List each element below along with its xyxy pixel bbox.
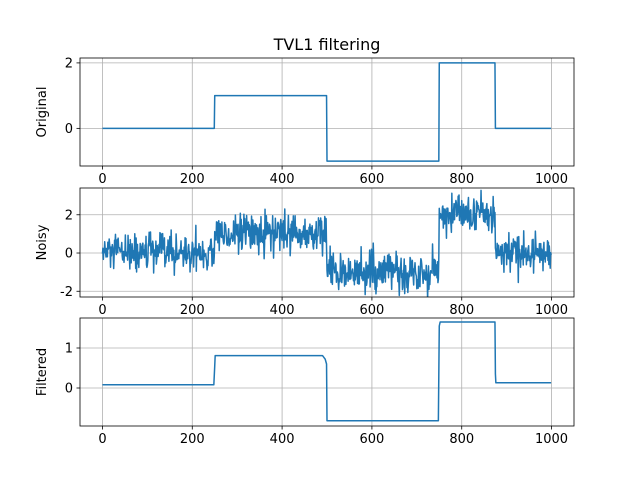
noisy-xtick-label: 600: [359, 303, 384, 318]
noisy-xtick-label: 0: [98, 303, 106, 318]
original-xtick-label: 0: [98, 172, 106, 187]
filtered-xtick-label: 800: [449, 432, 474, 447]
filtered-ytick-label: 1: [65, 342, 73, 357]
filtered-series-line: [102, 321, 552, 422]
noisy-ylabel: Noisy: [35, 224, 50, 260]
noisy-xtick-label: 1000: [535, 303, 568, 318]
original-xtick-label: 400: [270, 172, 295, 187]
chart-title: TVL1 filtering: [273, 35, 381, 54]
original-ytick-label: 2: [65, 56, 73, 71]
filtered-xtick-label: 0: [98, 432, 106, 447]
noisy-ytick-label: 0: [65, 247, 73, 262]
noisy-series-line: [101, 189, 552, 297]
noisy-xtick-label: 400: [270, 303, 295, 318]
original-series-line: [102, 62, 552, 162]
noisy-axes-frame: [79, 187, 575, 298]
original-xtick-label: 800: [449, 172, 474, 187]
filtered-xtick-label: 1000: [535, 432, 568, 447]
original-xtick-label: 1000: [535, 172, 568, 187]
subplot-filtered: 0 200 400 600 800 1000 0 1 Filtered: [35, 317, 575, 447]
filtered-xtick-label: 400: [270, 432, 295, 447]
subplot-noisy: 0 200 400 600 800 1000 -2 0 2 Noisy: [35, 187, 575, 318]
noisy-xtick-label: 800: [449, 303, 474, 318]
subplot-original: 0 200 400 600 800 1000 0 2 Original: [35, 56, 575, 187]
filtered-xtick-label: 600: [359, 432, 384, 447]
noisy-xtick-label: 200: [180, 303, 205, 318]
filtered-xtick-label: 200: [180, 432, 205, 447]
original-axes-frame: [79, 57, 575, 167]
filtered-axes-frame: [79, 317, 575, 427]
filtered-ytick-label: 0: [65, 382, 73, 397]
original-xtick-label: 600: [359, 172, 384, 187]
original-ylabel: Original: [35, 87, 50, 138]
noisy-ytick-label: -2: [60, 285, 73, 300]
noisy-ytick-label: 2: [65, 208, 73, 223]
original-xtick-label: 200: [180, 172, 205, 187]
filtered-ylabel: Filtered: [35, 348, 50, 396]
original-ytick-label: 0: [65, 122, 73, 137]
